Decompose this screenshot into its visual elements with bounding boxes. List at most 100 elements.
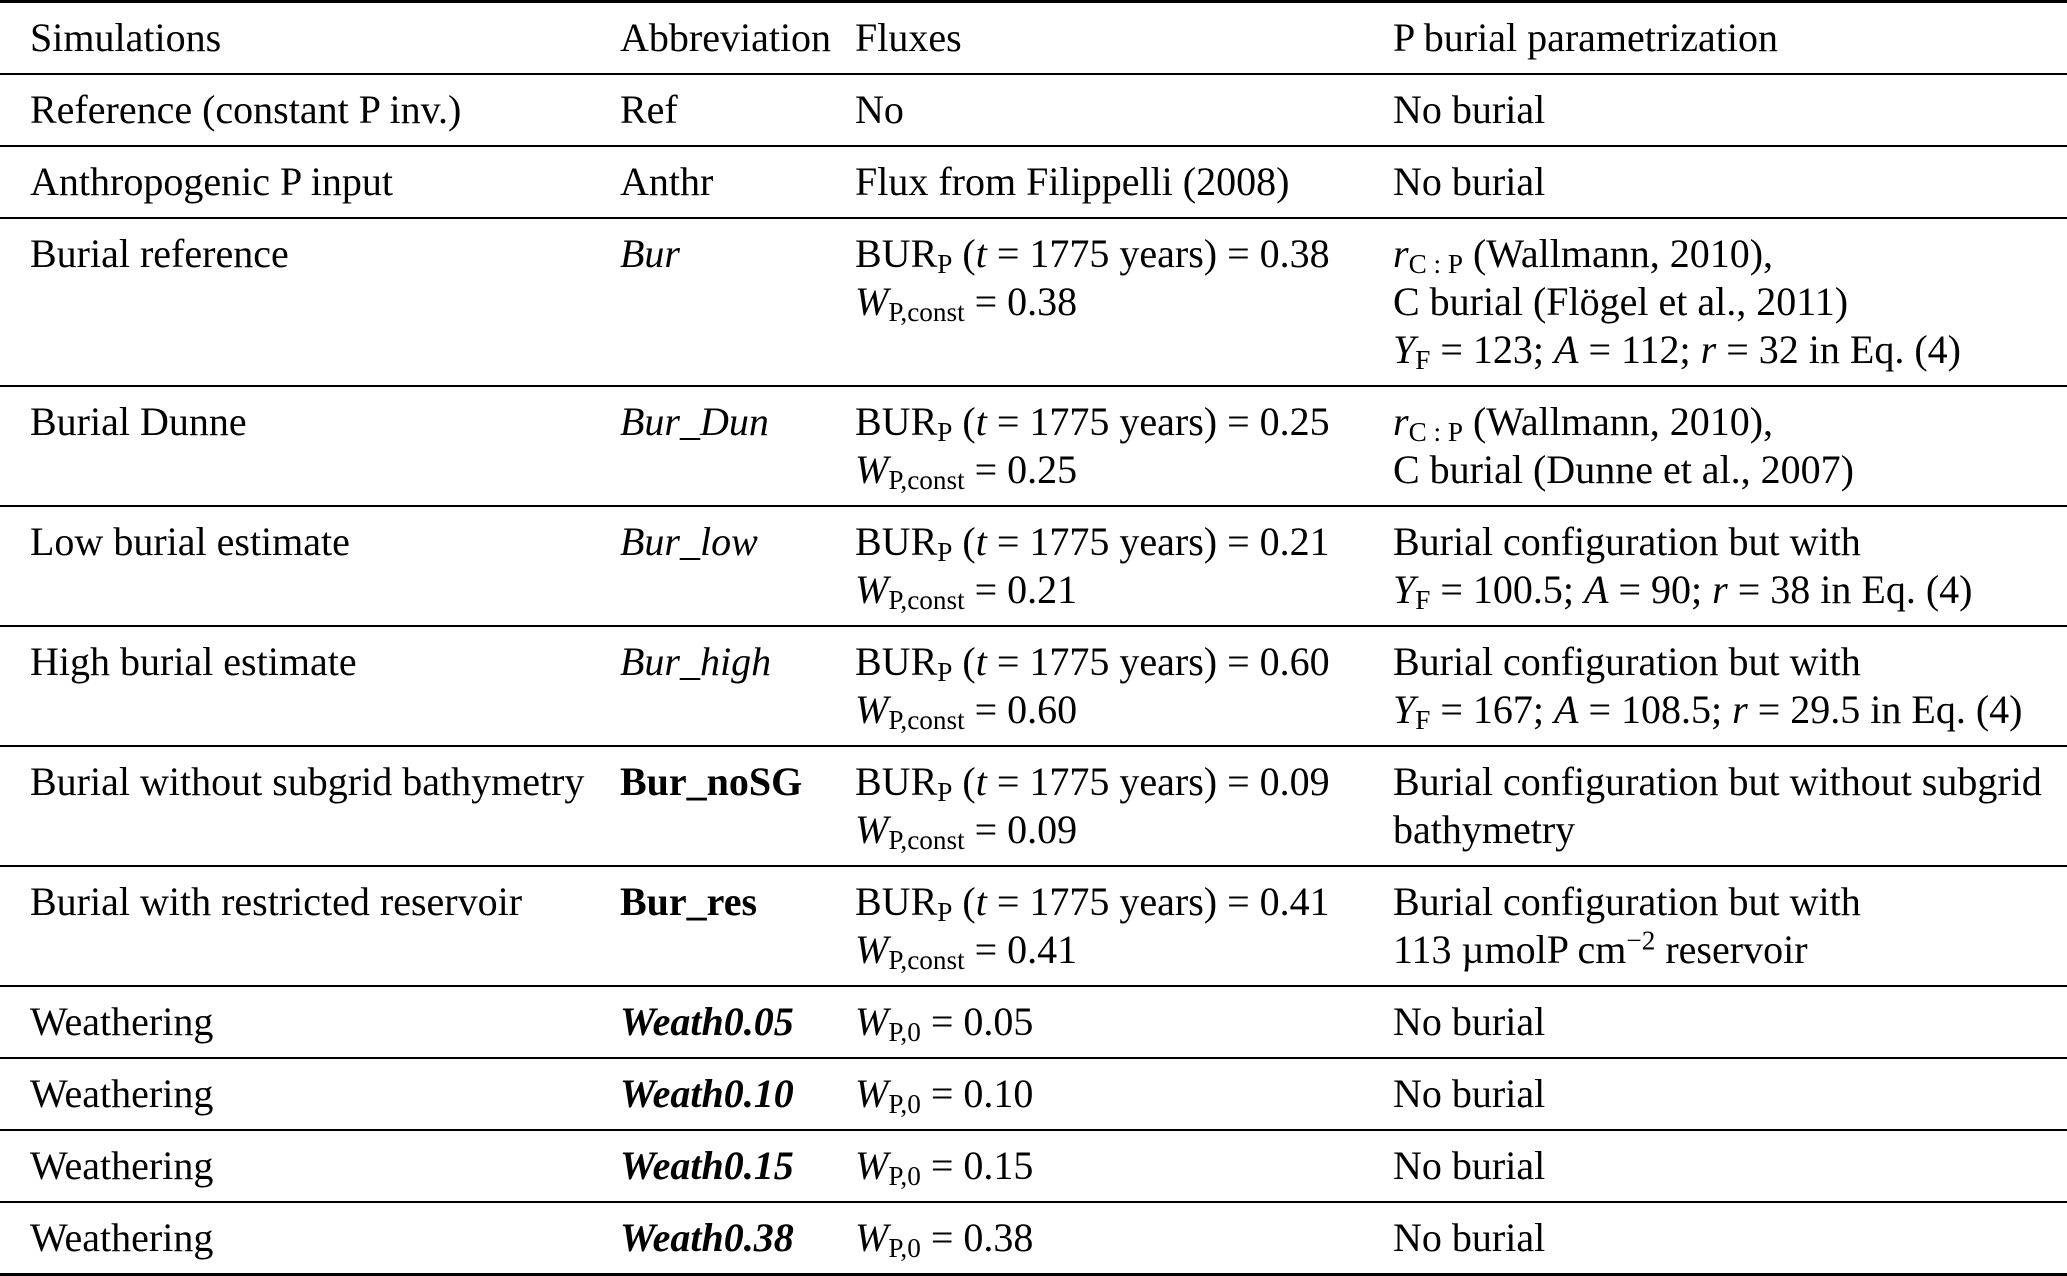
- text-run: Bur_noSG: [620, 759, 803, 804]
- text-run: BUR: [855, 759, 938, 804]
- text-run: A: [1554, 687, 1579, 732]
- text-run: P,const: [888, 584, 965, 615]
- text-run: W: [855, 807, 889, 852]
- cell-fluxes: BURP (t = 1775 years) = 0.38 WP,const = 0…: [855, 218, 1393, 386]
- cell-line: Anthropogenic P input: [30, 158, 612, 206]
- cell-line: C burial (Dunne et al., 2007): [1393, 446, 2059, 494]
- cell-parametrization: rC : P (Wallmann, 2010), C burial (Flögel…: [1393, 218, 2067, 386]
- text-run: t: [975, 399, 987, 444]
- text-run: = 112;: [1578, 327, 1701, 372]
- cell-line: WP,const = 0.25: [855, 446, 1385, 494]
- cell-fluxes: BURP (t = 1775 years) = 0.60 WP,const = 0…: [855, 626, 1393, 746]
- text-run: = 90;: [1608, 567, 1713, 612]
- text-run: = 167;: [1430, 687, 1555, 732]
- cell-line: Weath0.05: [620, 998, 847, 1046]
- cell-line: Weathering: [30, 998, 612, 1046]
- text-run: BUR: [855, 879, 938, 924]
- text-run: reservoir: [1655, 927, 1808, 972]
- text-run: P: [937, 248, 953, 279]
- cell-line: No burial: [1393, 998, 2059, 1046]
- text-run: Weath0.05: [620, 999, 794, 1044]
- text-run: Weath0.15: [620, 1143, 794, 1188]
- cell-line: WP,const = 0.41: [855, 926, 1385, 974]
- col-header-fluxes: Fluxes: [855, 15, 962, 60]
- cell-line: No burial: [1393, 158, 2059, 206]
- text-run: Burial configuration but with: [1393, 639, 1861, 684]
- text-run: W: [855, 927, 889, 972]
- text-run: = 100.5;: [1430, 567, 1585, 612]
- cell-simulation: Reference (constant P inv.): [0, 74, 620, 146]
- cell-fluxes: WP,0 = 0.15: [855, 1130, 1393, 1202]
- cell-line: rC : P (Wallmann, 2010),: [1393, 398, 2059, 446]
- cell-line: No: [855, 86, 1385, 134]
- cell-abbreviation: Weath0.05: [620, 986, 855, 1058]
- cell-line: No burial: [1393, 1214, 2059, 1262]
- col-header-simulations: Simulations: [30, 15, 222, 60]
- cell-simulation: Anthropogenic P input: [0, 146, 620, 218]
- text-run: BUR: [855, 519, 938, 564]
- text-run: No burial: [1393, 999, 1546, 1044]
- text-run: = 0.41: [964, 927, 1078, 972]
- text-run: P,0: [888, 1088, 921, 1119]
- text-run: r: [1700, 327, 1717, 372]
- text-run: P,const: [888, 704, 965, 735]
- text-run: = 0.38: [920, 1215, 1034, 1260]
- text-run: F: [1415, 704, 1431, 735]
- text-run: C : P: [1408, 248, 1463, 279]
- text-run: r: [1712, 567, 1728, 612]
- text-run: Weath0.38: [620, 1215, 794, 1260]
- table-body: Reference (constant P inv.) Ref No No buria…: [0, 74, 2067, 1275]
- text-run: = 0.60: [964, 687, 1078, 732]
- text-run: (: [952, 399, 976, 444]
- cell-line: bathymetry: [1393, 806, 2059, 854]
- cell-line: WP,const = 0.60: [855, 686, 1385, 734]
- cell-abbreviation: Bur_Dun: [620, 386, 855, 506]
- text-run: Burial reference: [30, 231, 289, 276]
- text-run: Burial Dunne: [30, 399, 247, 444]
- cell-line: Burial with restricted reservoir: [30, 878, 612, 926]
- text-run: C burial (Flögel et al., 2011): [1393, 279, 1849, 324]
- cell-line: WP,const = 0.38: [855, 278, 1385, 326]
- cell-line: WP,const = 0.09: [855, 806, 1385, 854]
- cell-parametrization: Burial configuration but without subgrid…: [1393, 746, 2067, 866]
- text-run: P,const: [888, 464, 965, 495]
- text-run: P: [937, 536, 953, 567]
- text-run: F: [1415, 344, 1431, 375]
- cell-line: Bur_Dun: [620, 398, 847, 446]
- text-run: = 0.38: [964, 279, 1078, 324]
- cell-simulation: Low burial estimate: [0, 506, 620, 626]
- text-run: = 29.5 in Eq. (4): [1747, 687, 2023, 732]
- text-run: Burial configuration but without subgrid: [1393, 759, 2042, 804]
- text-run: F: [1415, 584, 1431, 615]
- cell-line: Flux from Filippelli (2008): [855, 158, 1385, 206]
- text-run: W: [855, 1143, 889, 1188]
- table-row: Weathering Weath0.05 WP,0 = 0.05 No burial: [0, 986, 2067, 1058]
- cell-parametrization: Burial configuration but with 113 µmolP c…: [1393, 866, 2067, 986]
- table-row: Weathering Weath0.10 WP,0 = 0.10 No burial: [0, 1058, 2067, 1130]
- text-run: P: [937, 896, 953, 927]
- cell-line: Anthr: [620, 158, 847, 206]
- text-run: = 108.5;: [1578, 687, 1733, 732]
- text-run: P: [937, 416, 953, 447]
- cell-parametrization: No burial: [1393, 1058, 2067, 1130]
- text-run: = 0.25: [964, 447, 1078, 492]
- cell-line: YF = 167; A = 108.5; r = 29.5 in Eq. (4): [1393, 686, 2059, 734]
- cell-line: BURP (t = 1775 years) = 0.09: [855, 758, 1385, 806]
- cell-abbreviation: Bur_noSG: [620, 746, 855, 866]
- table-row: Burial without subgrid bathymetry Bur_noS…: [0, 746, 2067, 866]
- cell-fluxes: Flux from Filippelli (2008): [855, 146, 1393, 218]
- text-run: P,0: [888, 1232, 921, 1263]
- cell-line: Burial configuration but with: [1393, 638, 2059, 686]
- cell-parametrization: No burial: [1393, 1130, 2067, 1202]
- text-run: Weathering: [30, 1071, 214, 1116]
- cell-fluxes: BURP (t = 1775 years) = 0.25 WP,const = 0…: [855, 386, 1393, 506]
- cell-line: WP,0 = 0.10: [855, 1070, 1385, 1118]
- text-run: BUR: [855, 639, 938, 684]
- cell-abbreviation: Anthr: [620, 146, 855, 218]
- cell-line: Weathering: [30, 1070, 612, 1118]
- cell-simulation: Weathering: [0, 986, 620, 1058]
- text-run: Anthropogenic P input: [30, 159, 393, 204]
- text-run: = 0.05: [920, 999, 1034, 1044]
- cell-line: Burial without subgrid bathymetry: [30, 758, 612, 806]
- cell-line: YF = 123; A = 112; r = 32 in Eq. (4): [1393, 326, 2059, 374]
